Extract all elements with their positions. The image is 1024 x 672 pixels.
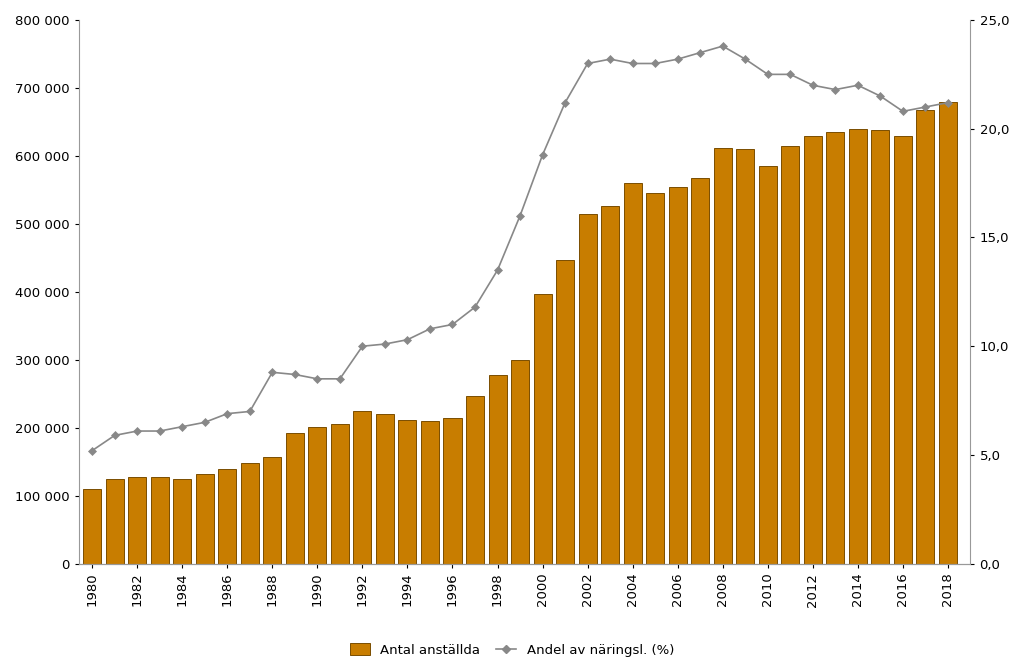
Bar [669, 187, 687, 564]
Bar [173, 478, 191, 564]
Bar [421, 421, 439, 564]
Bar [466, 396, 484, 564]
Bar [916, 110, 935, 564]
Bar [376, 414, 394, 564]
Bar [105, 478, 124, 564]
Bar [759, 166, 777, 564]
Bar [601, 206, 620, 564]
Bar [308, 427, 327, 564]
Bar [736, 149, 755, 564]
Bar [624, 183, 642, 564]
Bar [218, 468, 237, 564]
Bar [849, 129, 867, 564]
Bar [939, 101, 957, 564]
Bar [804, 136, 822, 564]
Bar [714, 148, 732, 564]
Bar [534, 294, 552, 564]
Bar [556, 260, 574, 564]
Bar [151, 476, 169, 564]
Bar [331, 425, 349, 564]
Bar [286, 433, 304, 564]
Bar [781, 146, 800, 564]
Bar [511, 360, 529, 564]
Bar [196, 474, 214, 564]
Bar [646, 194, 665, 564]
Bar [83, 489, 101, 564]
Bar [241, 463, 259, 564]
Bar [128, 476, 146, 564]
Bar [871, 130, 890, 564]
Bar [894, 136, 912, 564]
Bar [691, 177, 710, 564]
Bar [443, 417, 462, 564]
Bar [579, 214, 597, 564]
Legend: Antal anställda, Andel av näringsl. (%): Antal anställda, Andel av näringsl. (%) [345, 638, 679, 662]
Bar [353, 411, 372, 564]
Bar [826, 132, 845, 564]
Bar [398, 419, 417, 564]
Bar [488, 375, 507, 564]
Bar [263, 457, 282, 564]
